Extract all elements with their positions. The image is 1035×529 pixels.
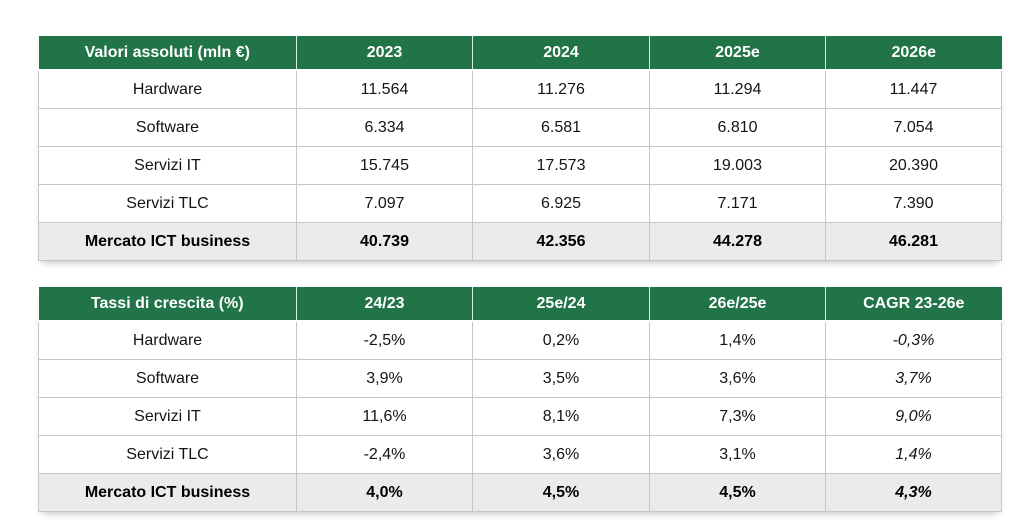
total-cell: 4,5%: [472, 473, 650, 512]
column-header-2023: 2023: [296, 36, 473, 71]
total-cell: 4,3%: [825, 473, 1002, 512]
data-cell: 6.334: [296, 108, 473, 147]
total-cell: 40.739: [296, 222, 473, 261]
data-cell: 7.390: [825, 184, 1002, 223]
data-cell: 3,9%: [296, 359, 473, 398]
data-cell: 15.745: [296, 146, 473, 185]
data-cell: 3,5%: [472, 359, 650, 398]
header-row: Valori assoluti (mln €) 2023 2024 2025e …: [38, 36, 1002, 71]
data-cell: 19.003: [649, 146, 826, 185]
data-cell: 1,4%: [649, 320, 826, 360]
column-header-24-23: 24/23: [296, 287, 473, 322]
data-cell: 3,6%: [472, 435, 650, 474]
data-cell: 11.276: [472, 69, 650, 109]
data-cell: -0,3%: [825, 320, 1002, 360]
total-cell: 4,5%: [649, 473, 826, 512]
total-row: Mercato ICT business 4,0% 4,5% 4,5% 4,3%: [38, 473, 1002, 512]
table-row-hardware: Hardware -2,5% 0,2% 1,4% -0,3%: [38, 320, 1002, 360]
data-cell: 6.925: [472, 184, 650, 223]
data-cell: -2,4%: [296, 435, 473, 474]
table-title-cell: Valori assoluti (mln €): [38, 36, 297, 71]
absolute-values-table: Valori assoluti (mln €) 2023 2024 2025e …: [38, 36, 1002, 261]
data-cell: 11.294: [649, 69, 826, 109]
table-row-servizi-tlc: Servizi TLC -2,4% 3,6% 3,1% 1,4%: [38, 435, 1002, 474]
row-label: Hardware: [38, 320, 297, 360]
row-label: Software: [38, 108, 297, 147]
data-cell: 6.581: [472, 108, 650, 147]
data-cell: 11.564: [296, 69, 473, 109]
data-cell: 7.171: [649, 184, 826, 223]
data-cell: 9,0%: [825, 397, 1002, 436]
column-header-26e-25e: 26e/25e: [649, 287, 826, 322]
table-row-servizi-tlc: Servizi TLC 7.097 6.925 7.171 7.390: [38, 184, 1002, 223]
data-cell: 7.097: [296, 184, 473, 223]
data-cell: 11.447: [825, 69, 1002, 109]
row-label: Servizi IT: [38, 146, 297, 185]
table-row-hardware: Hardware 11.564 11.276 11.294 11.447: [38, 69, 1002, 109]
header-row: Tassi di crescita (%) 24/23 25e/24 26e/2…: [38, 287, 1002, 322]
data-cell: 17.573: [472, 146, 650, 185]
column-header-2024: 2024: [472, 36, 650, 71]
row-label: Servizi IT: [38, 397, 297, 436]
data-cell: 3,7%: [825, 359, 1002, 398]
data-cell: 1,4%: [825, 435, 1002, 474]
table-row-software: Software 3,9% 3,5% 3,6% 3,7%: [38, 359, 1002, 398]
row-label: Servizi TLC: [38, 184, 297, 223]
data-cell: 3,6%: [649, 359, 826, 398]
row-label: Servizi TLC: [38, 435, 297, 474]
total-cell: 4,0%: [296, 473, 473, 512]
data-cell: 6.810: [649, 108, 826, 147]
column-header-25e-24: 25e/24: [472, 287, 650, 322]
table-row-servizi-it: Servizi IT 11,6% 8,1% 7,3% 9,0%: [38, 397, 1002, 436]
total-cell: 44.278: [649, 222, 826, 261]
total-cell: 42.356: [472, 222, 650, 261]
table-row-software: Software 6.334 6.581 6.810 7.054: [38, 108, 1002, 147]
row-label: Software: [38, 359, 297, 398]
table-title-cell: Tassi di crescita (%): [38, 287, 297, 322]
data-cell: 0,2%: [472, 320, 650, 360]
data-cell: 11,6%: [296, 397, 473, 436]
growth-rates-table: Tassi di crescita (%) 24/23 25e/24 26e/2…: [38, 287, 1002, 512]
data-cell: 7,3%: [649, 397, 826, 436]
data-cell: 8,1%: [472, 397, 650, 436]
total-cell: 46.281: [825, 222, 1002, 261]
column-header-cagr: CAGR 23-26e: [825, 287, 1002, 322]
column-header-2025e: 2025e: [649, 36, 826, 71]
data-cell: 7.054: [825, 108, 1002, 147]
data-cell: -2,5%: [296, 320, 473, 360]
total-label: Mercato ICT business: [38, 222, 297, 261]
table-row-servizi-it: Servizi IT 15.745 17.573 19.003 20.390: [38, 146, 1002, 185]
total-label: Mercato ICT business: [38, 473, 297, 512]
data-cell: 3,1%: [649, 435, 826, 474]
data-cell: 20.390: [825, 146, 1002, 185]
column-header-2026e: 2026e: [825, 36, 1002, 71]
row-label: Hardware: [38, 69, 297, 109]
total-row: Mercato ICT business 40.739 42.356 44.27…: [38, 222, 1002, 261]
